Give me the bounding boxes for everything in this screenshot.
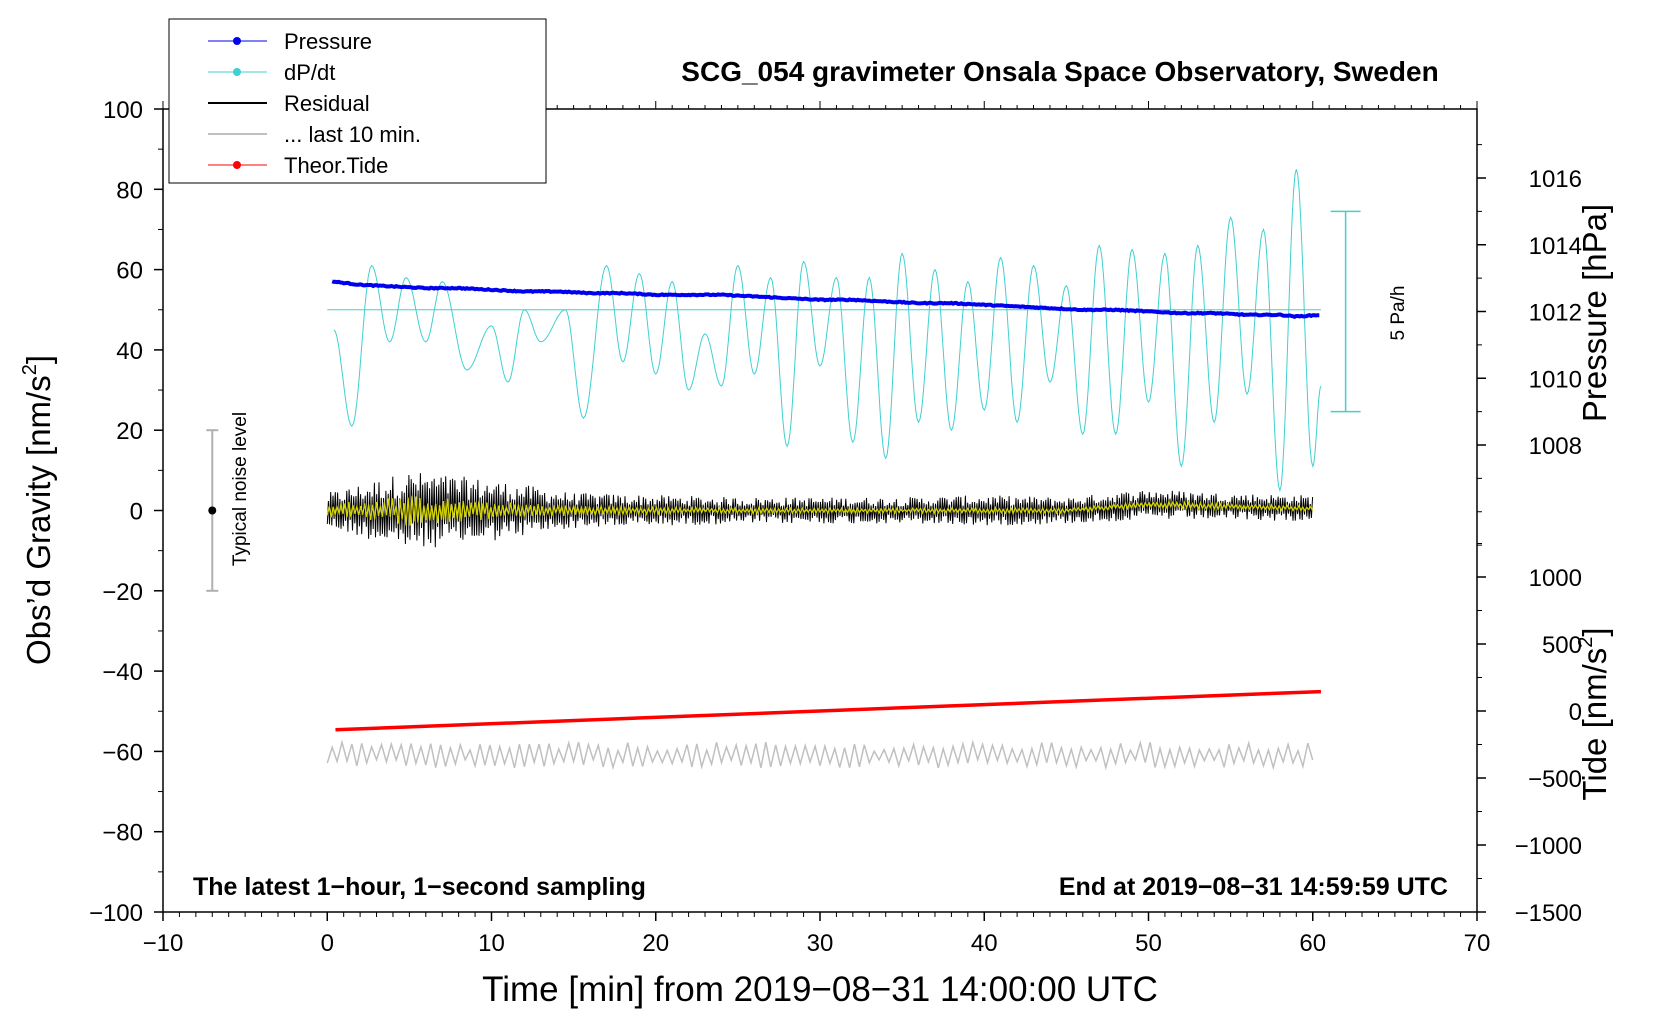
chart-title: SCG_054 gravimeter Onsala Space Observat… — [681, 56, 1438, 87]
y-gravity-tick-label: −60 — [102, 739, 143, 766]
y-axis-label-gravity-sup: 2 — [19, 364, 41, 375]
y-gravity-tick-label: 40 — [116, 338, 143, 365]
y-axis-label-gravity: Obs’d Gravity [nm/s2] — [19, 355, 57, 665]
y-tide-tick-label: −1000 — [1515, 833, 1582, 860]
legend-entry-label: ... last 10 min. — [284, 122, 421, 147]
y-gravity-tick-label: 20 — [116, 418, 143, 445]
annotation-end-time: End at 2019−08−31 14:59:59 UTC — [1059, 873, 1448, 901]
legend-swatch-dot — [233, 37, 241, 45]
plot-area: −10 0 10 20 30 40 50 60 70100806040200−20−40−60−… — [89, 97, 1582, 957]
legend: Pressure dP/dt Residual ... last 10 min. The… — [168, 18, 547, 184]
y-gravity-tick-label: 0 — [130, 499, 143, 526]
y-gravity-tick-label: −100 — [89, 900, 143, 927]
x-tick-label: 10 — [478, 930, 505, 957]
x-tick-label: 40 — [971, 930, 998, 957]
y-axis-label-pressure: Pressure [hPa] — [1576, 204, 1613, 422]
noise-level-label: Typical noise level — [230, 412, 251, 566]
x-axis-label: Time [min] from 2019−08−31 14:00:00 UTC — [482, 970, 1158, 1009]
x-tick-label: 30 — [807, 930, 834, 957]
y-pressure-tick-label: 1016 — [1529, 166, 1582, 193]
axes: −10 0 10 20 30 40 50 60 70100806040200−20−40−60−… — [89, 97, 1582, 957]
legend-swatch-dot — [233, 161, 241, 169]
y-gravity-tick-label: 100 — [103, 97, 143, 124]
smoothed-residual-line — [326, 495, 1314, 526]
noise-bar-center-dot — [208, 506, 217, 515]
tide-line — [335, 689, 1322, 732]
y-tide-tick-label: −1500 — [1515, 900, 1582, 927]
y-tide-tick-label: −500 — [1528, 766, 1582, 793]
last-10-min-line — [326, 739, 1314, 771]
y-axis-label-tide-tail: ] — [1576, 627, 1613, 636]
x-tick-label: 70 — [1464, 930, 1491, 957]
y-pressure-tick-label: 1014 — [1529, 233, 1582, 260]
legend-entry-label: dP/dt — [284, 60, 335, 85]
y-gravity-tick-label: −80 — [102, 820, 143, 847]
y-pressure-tick-label: 1010 — [1529, 366, 1582, 393]
annotation-sampling: The latest 1−hour, 1−second sampling — [193, 873, 646, 901]
y-axis-label-gravity-main: Obs’d Gravity [nm/s — [20, 375, 57, 665]
x-tick-label: 50 — [1135, 930, 1162, 957]
y-axis-label-tide: Tide [nm/s2] — [1575, 627, 1613, 800]
y-gravity-tick-label: −20 — [102, 579, 143, 606]
y-axis-label-tide-main: Tide [nm/s — [1576, 648, 1613, 801]
legend-entry-label: Pressure — [284, 29, 372, 54]
legend-swatch-dot — [233, 68, 241, 76]
data-series — [206, 169, 1361, 771]
y-tide-tick-label: 500 — [1542, 632, 1582, 659]
y-tide-tick-label: 0 — [1569, 699, 1582, 726]
legend-entry-label: Residual — [284, 91, 370, 116]
x-tick-label: 0 — [321, 930, 334, 957]
x-tick-label: −10 — [143, 930, 184, 957]
y-tide-tick-label: 1000 — [1529, 565, 1582, 592]
y-pressure-tick-label: 1012 — [1529, 300, 1582, 327]
legend-box — [168, 18, 547, 184]
y-axis-label-tide-sup: 2 — [1575, 637, 1597, 648]
y-gravity-tick-label: −40 — [102, 659, 143, 686]
y-gravity-tick-label: 80 — [116, 177, 143, 204]
pressure-line — [331, 279, 1320, 319]
x-tick-label: 20 — [642, 930, 669, 957]
legend-entry-label: Theor.Tide — [284, 153, 388, 178]
dpdt-line — [333, 169, 1322, 493]
y-axis-label-gravity-tail: ] — [20, 355, 57, 364]
rate-bar-label: 5 Pa/h — [1388, 286, 1409, 341]
y-gravity-tick-label: 60 — [116, 258, 143, 285]
x-tick-label: 60 — [1299, 930, 1326, 957]
y-pressure-tick-label: 1008 — [1529, 433, 1582, 460]
